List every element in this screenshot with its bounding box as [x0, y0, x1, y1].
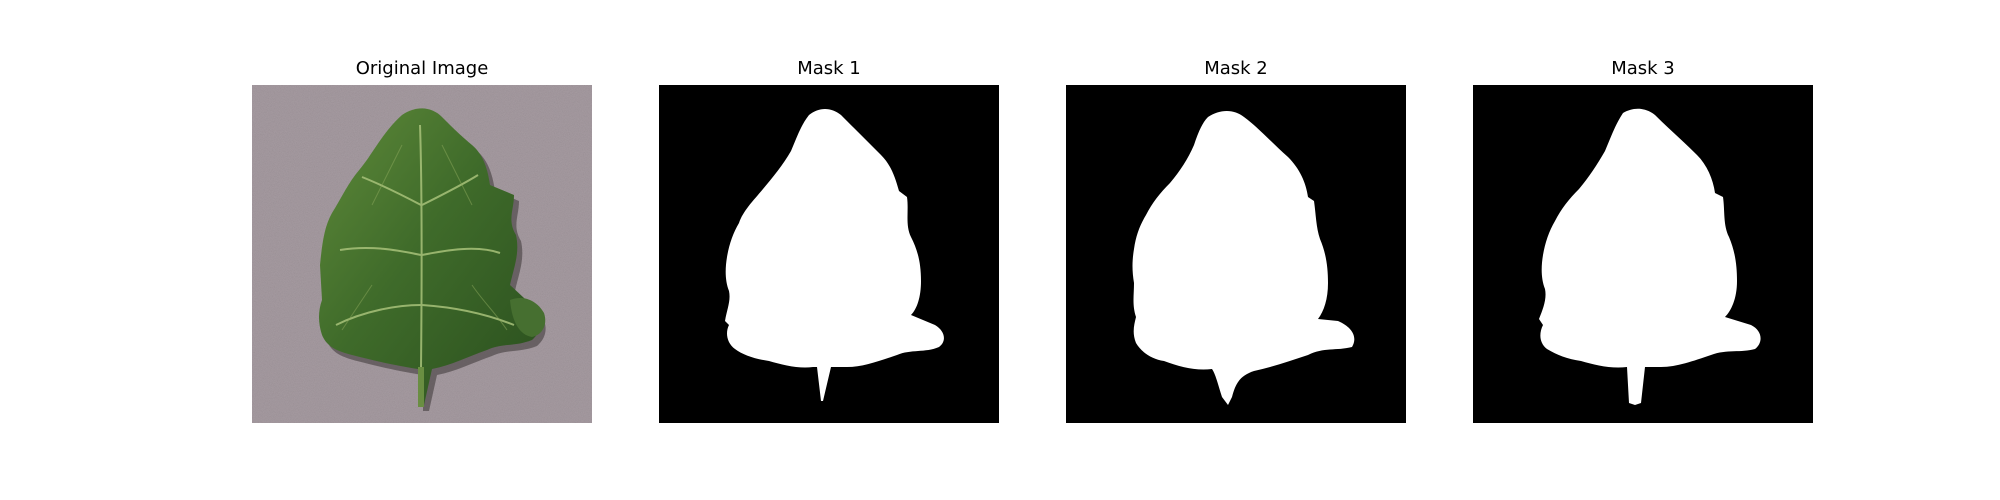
panel-mask-3: Mask 3 — [1473, 0, 1813, 430]
mask-1-image — [659, 85, 999, 423]
panel-mask-1: Mask 1 — [659, 0, 999, 430]
panel-original-image: Original Image — [252, 0, 592, 430]
mask-2-foreground — [1132, 111, 1355, 405]
mask-3-foreground — [1539, 108, 1761, 406]
panel-title: Mask 2 — [1204, 58, 1268, 79]
mask-3-image — [1473, 85, 1813, 423]
mask-1-foreground — [725, 109, 944, 401]
panel-title: Original Image — [355, 58, 489, 79]
panel-mask-2: Mask 2 — [1066, 0, 1406, 430]
original-leaf-image — [252, 85, 592, 423]
mask-2-image — [1066, 85, 1406, 423]
panel-title: Mask 1 — [797, 58, 861, 79]
panel-title: Mask 3 — [1611, 58, 1675, 79]
